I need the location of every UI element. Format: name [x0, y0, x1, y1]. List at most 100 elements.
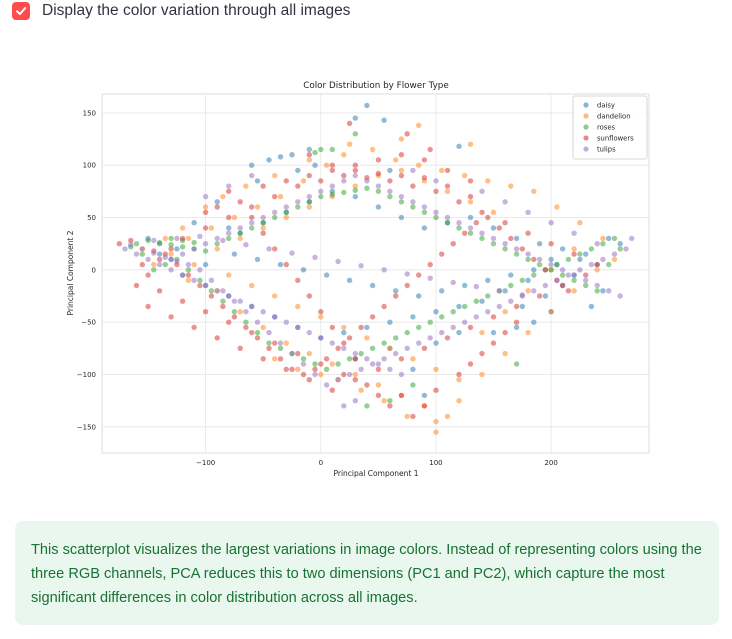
scatter-point-sunflowers: [559, 282, 566, 289]
scatter-point-dandelion: [272, 356, 278, 362]
scatter-point-sunflowers: [341, 340, 347, 346]
scatter-point-tulips: [128, 242, 134, 248]
scatter-point-dandelion: [439, 167, 445, 174]
grid-lines: [102, 94, 649, 453]
scatter-point-tulips: [600, 256, 606, 263]
scatter-point-daisy: [456, 303, 462, 310]
y-tick-label: 50: [87, 214, 96, 222]
scatter-point-daisy: [490, 329, 497, 336]
scatter-point-daisy: [352, 115, 358, 121]
scatter-point-roses: [502, 246, 508, 252]
scatter-point-dandelion: [329, 361, 335, 367]
scatter-point-dandelion: [444, 188, 451, 194]
scatter-point-tulips: [611, 251, 618, 257]
scatter-point-daisy: [387, 167, 393, 174]
scatter-point-dandelion: [185, 235, 192, 242]
scatter-point-roses: [300, 356, 307, 362]
scatter-point-dandelion: [237, 309, 243, 315]
scatter-point-daisy: [387, 319, 393, 325]
scatter-point-roses: [243, 319, 249, 325]
scatter-point-sunflowers: [168, 246, 174, 252]
display-color-variation-checkbox[interactable]: Display the color variation through all …: [12, 0, 350, 22]
scatter-point-sunflowers: [375, 366, 382, 372]
checkbox-checked-icon[interactable]: [12, 2, 30, 20]
scatter-point-roses: [554, 261, 560, 268]
scatter-point-tulips: [358, 263, 364, 269]
scatter-point-daisy: [421, 225, 428, 231]
scatter-point-roses: [364, 403, 370, 409]
scatter-point-tulips: [410, 167, 416, 174]
scatter-point-daisy: [254, 256, 261, 263]
scatter-point-sunflowers: [375, 392, 382, 399]
legend-marker-daisy: [583, 102, 589, 108]
scatter-point-daisy: [606, 235, 612, 242]
scatter-point-sunflowers: [329, 324, 335, 331]
scatter-point-sunflowers: [139, 261, 145, 268]
scatter-point-daisy: [191, 220, 197, 226]
scatter-point-daisy: [306, 146, 312, 153]
scatter-point-sunflowers: [398, 152, 405, 158]
scatter-point-sunflowers: [456, 199, 462, 205]
info-callout: This scatterplot visualizes the largest …: [15, 521, 719, 625]
scatter-point-tulips: [369, 361, 376, 367]
scatter-point-sunflowers: [502, 220, 508, 226]
scatter-point-tulips: [335, 258, 341, 265]
scatter-point-roses: [467, 230, 474, 236]
scatter-point-sunflowers: [583, 272, 589, 278]
scatter-point-roses: [600, 241, 606, 247]
scatter-point-tulips: [513, 246, 520, 252]
scatter-point-sunflowers: [346, 120, 353, 126]
scatter-point-sunflowers: [398, 172, 405, 179]
scatter-point-dandelion: [318, 371, 324, 378]
scatter-point-tulips: [629, 235, 635, 242]
scatter-point-daisy: [398, 214, 405, 221]
scatter-point-roses: [565, 256, 572, 263]
scatter-point-sunflowers: [306, 293, 312, 299]
scatter-point-dandelion: [341, 324, 347, 331]
scatter-point-tulips: [588, 261, 595, 268]
scatter-point-daisy: [485, 277, 491, 283]
scatter-point-sunflowers: [283, 366, 289, 372]
scatter-point-tulips: [272, 314, 278, 320]
scatter-point-tulips: [479, 230, 485, 236]
scatter-point-tulips: [410, 199, 416, 205]
scatter-point-dandelion: [467, 199, 474, 205]
scatter-point-dandelion: [611, 256, 618, 263]
scatter-point-tulips: [266, 329, 272, 336]
scatter-point-dandelion: [525, 288, 531, 294]
scatter-point-sunflowers: [179, 235, 186, 242]
scatter-point-sunflowers: [404, 282, 410, 289]
scatter-point-dandelion: [260, 225, 266, 231]
scatter-point-daisy: [341, 329, 347, 336]
scatter-point-tulips: [191, 277, 197, 283]
scatter-point-daisy: [231, 251, 238, 257]
scatter-point-daisy: [542, 293, 549, 299]
scatter-point-tulips: [433, 209, 439, 215]
scatter-point-tulips: [295, 199, 301, 205]
legend-label-dandelion: dandelion: [597, 113, 631, 121]
scatter-point-roses: [318, 193, 324, 200]
scatter-point-tulips: [226, 230, 232, 236]
scatter-point-sunflowers: [433, 387, 439, 393]
scatter-point-daisy: [548, 256, 554, 263]
legend-marker-sunflowers: [583, 135, 589, 141]
scatter-point-roses: [168, 242, 174, 248]
scatter-point-dandelion: [202, 204, 209, 210]
legend-label-roses: roses: [597, 124, 616, 132]
scatter-point-sunflowers: [289, 366, 295, 372]
scatter-point-daisy: [462, 282, 468, 289]
scatter-point-tulips: [185, 261, 192, 268]
scatter-point-dandelion: [323, 162, 330, 168]
scatter-point-roses: [352, 187, 358, 193]
scatter-point-tulips: [179, 272, 186, 278]
scatter-point-sunflowers: [329, 162, 335, 168]
scatter-point-sunflowers: [283, 178, 289, 184]
scatter-point-roses: [485, 293, 491, 299]
scatter-point-tulips: [168, 256, 174, 263]
scatter-point-daisy: [277, 261, 284, 268]
scatter-point-sunflowers: [249, 329, 255, 336]
scatter-point-tulips: [352, 398, 358, 404]
x-tick-label: 200: [544, 459, 557, 467]
scatter-point-dandelion: [444, 413, 451, 420]
scatter-point-sunflowers: [231, 314, 238, 320]
